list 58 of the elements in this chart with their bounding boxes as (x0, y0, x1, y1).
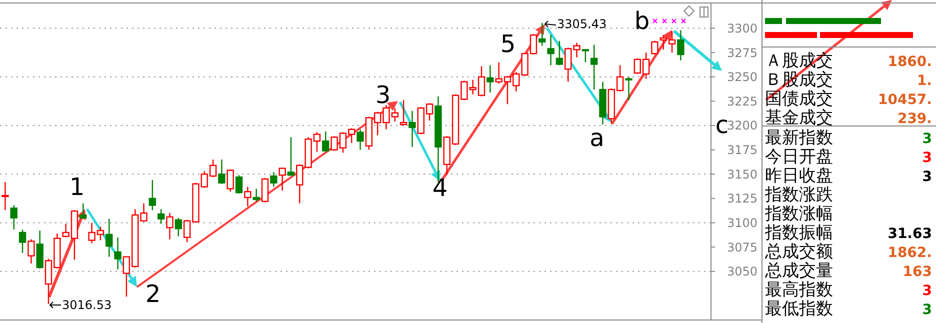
y-tick-label: 3075 (727, 240, 758, 254)
category-label: 昨日收盘 (765, 166, 833, 186)
text: 3 (922, 131, 932, 147)
category-label: 最新指数 (765, 128, 833, 148)
y-tick-label: 3225 (727, 94, 758, 108)
category-label: 指数涨幅 (764, 204, 833, 224)
text: 3 (922, 169, 932, 185)
category-label: 最低指数 (765, 299, 833, 319)
candlestick (599, 81, 606, 126)
candlestick (166, 212, 174, 240)
candlestick (677, 30, 684, 61)
y-tick-label: 3300 (727, 21, 758, 36)
candlestick (547, 34, 554, 66)
text: 239. (897, 111, 932, 127)
y-tick-label: 3275 (727, 46, 758, 60)
category-label: 今日开盘 (765, 147, 833, 167)
y-tick-label: 3125 (727, 192, 758, 206)
category-label: 指数振幅 (764, 223, 833, 243)
annotation: 4 (432, 174, 448, 202)
annotation: 3016.53 (62, 298, 112, 312)
annotation: 2 (145, 280, 161, 308)
candlestick (486, 64, 494, 94)
annotation: b (634, 7, 650, 35)
candlestick (114, 236, 122, 270)
text: 10457. (878, 92, 932, 108)
annotation: 5 (500, 30, 516, 58)
category-label: 总成交额 (764, 242, 833, 262)
candlestick (270, 172, 278, 188)
annotation: 3305.43 (557, 17, 607, 31)
category-label: 最高指数 (765, 280, 833, 300)
text: 3 (922, 283, 932, 299)
candlestick (590, 44, 598, 90)
y-tick-label: 3175 (727, 143, 758, 158)
y-tick-label: 3100 (727, 216, 758, 230)
text: 1862. (888, 245, 932, 261)
y-tick-label: 3150 (727, 167, 758, 182)
text: c (715, 111, 729, 139)
text: 3 (922, 150, 932, 166)
y-tick-label: 3250 (727, 70, 758, 84)
candlestick (106, 218, 113, 258)
candlestick (244, 186, 252, 207)
text: 163 (902, 264, 932, 280)
annotation: 1 (69, 173, 85, 201)
category-label: 总成交量 (764, 261, 833, 281)
category-label: 指数涨跌 (764, 185, 833, 205)
candlestick (408, 110, 416, 148)
y-tick-label: 3050 (727, 264, 758, 279)
category-label: 国债成交 (765, 89, 833, 109)
category-label: Ａ股成交 (765, 51, 833, 71)
text: 1. (916, 73, 932, 89)
annotation: 3 (375, 81, 391, 109)
y-tick-label: 3200 (727, 118, 758, 133)
text: 1860. (888, 54, 932, 70)
text: 31.63 (888, 226, 932, 242)
category-label: 基金成交 (765, 108, 833, 128)
annotation: a (590, 124, 604, 152)
text: 3 (922, 302, 932, 318)
candlestick (252, 188, 260, 202)
